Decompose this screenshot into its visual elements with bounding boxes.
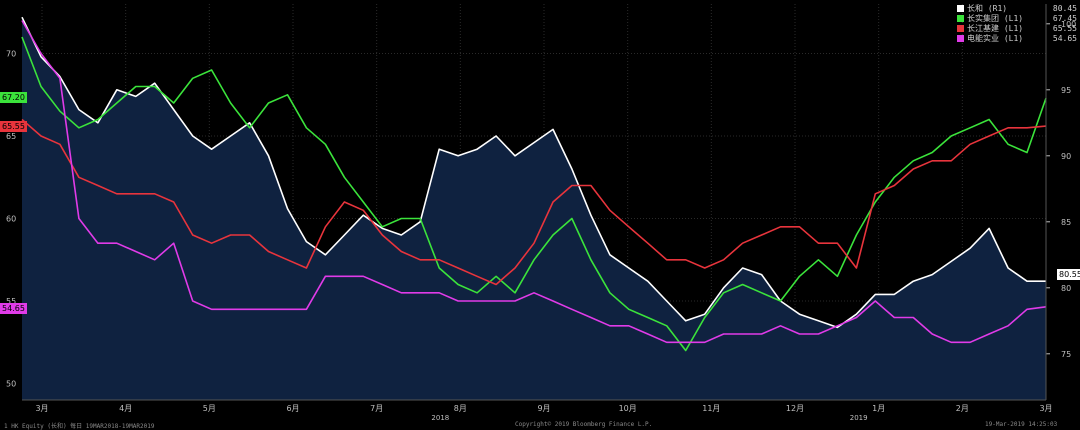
legend-swatch — [957, 15, 964, 22]
legend-label: 长江基建 (L1) — [967, 24, 1024, 33]
green-last-value-badge: 67.20 — [0, 92, 27, 103]
legend-label: 电能实业 (L1) — [967, 34, 1024, 43]
series-line-电能实业 — [21, 20, 1047, 344]
y-left-tick-label: 60 — [6, 215, 16, 224]
legend-label: 长和 (R1) — [967, 4, 1008, 13]
legend: 长和 (R1) 80.45 长实集团 (L1) 67.45 长江基建 (L1) 65.… — [957, 4, 1077, 44]
series-line-长江基建 — [21, 118, 1047, 286]
x-tick-label: 3月 — [35, 404, 48, 413]
legend-item: 长和 (R1) 80.45 — [957, 4, 1077, 14]
x-tick-label: 2月 — [956, 404, 969, 413]
magenta-last-value-badge: 54.65 — [0, 303, 27, 314]
y-left-tick-label: 70 — [6, 50, 16, 59]
y-left-tick-label: 55 — [6, 297, 16, 306]
legend-label: 长实集团 (L1) — [967, 14, 1024, 23]
y-right-tick-label: 75 — [1061, 350, 1071, 359]
legend-swatch — [957, 25, 964, 32]
legend-item: 长江基建 (L1) 65.55 — [957, 24, 1077, 34]
x-tick-label: 11月 — [702, 404, 720, 413]
legend-item: 电能实业 (L1) 54.65 — [957, 34, 1077, 44]
x-tick-label: 9月 — [537, 404, 550, 413]
legend-value: 67.45 — [1052, 14, 1077, 23]
y-right-tick-label: 100 — [1061, 20, 1076, 29]
x-tick-label: 1月 — [872, 404, 885, 413]
legend-swatch — [957, 5, 964, 12]
y-right-tick-label: 95 — [1061, 86, 1071, 95]
area-layer — [22, 17, 1046, 400]
legend-swatch — [957, 35, 964, 42]
series-line-长实集团 — [21, 36, 1047, 352]
x-tick-label: 8月 — [454, 404, 467, 413]
x-tick-label: 10月 — [619, 404, 637, 413]
x-tick-label: 4月 — [119, 404, 132, 413]
white-last-value-badge: 80.55 — [1057, 269, 1080, 280]
legend-value: 80.45 — [1052, 4, 1077, 13]
x-tick-label: 3月 — [1039, 404, 1052, 413]
legend-value: 65.55 — [1052, 24, 1077, 33]
legend-value: 54.65 — [1052, 34, 1077, 43]
legend-item: 长实集团 (L1) 67.45 — [957, 14, 1077, 24]
x-tick-label: 12月 — [786, 404, 804, 413]
x-year-label: 2018 — [431, 414, 449, 422]
x-year-label: 2019 — [850, 414, 868, 422]
y-left-tick-label: 50 — [6, 380, 16, 389]
y-left-tick-label: 65 — [6, 132, 16, 141]
x-tick-label: 6月 — [286, 404, 299, 413]
footer-timestamp: 19-Mar-2019 14:25:03 — [985, 421, 1058, 428]
y-right-tick-label: 80 — [1061, 284, 1071, 293]
y-right-tick-label: 90 — [1061, 152, 1071, 161]
line-layer — [21, 16, 1047, 352]
series-line-长和 — [21, 16, 1046, 329]
footer-copyright: Copyright© 2019 Bloomberg Finance L.P. — [515, 421, 653, 428]
y-right-tick-label: 85 — [1061, 218, 1071, 227]
footer-security-info: 1 HK Equity (长和) 每日 19MAR2018-19MAR2019 — [4, 423, 155, 430]
series-area-长和 — [22, 17, 1046, 400]
red-last-value-badge: 65.55 — [0, 121, 27, 132]
x-tick-label: 5月 — [203, 404, 216, 413]
axis-layer: 50 55 60 65 70 75 80 85 90 95 100 3月 4月 5月 6月 7月 8月 9月 10月… — [6, 4, 1076, 422]
x-tick-label: 7月 — [370, 404, 383, 413]
